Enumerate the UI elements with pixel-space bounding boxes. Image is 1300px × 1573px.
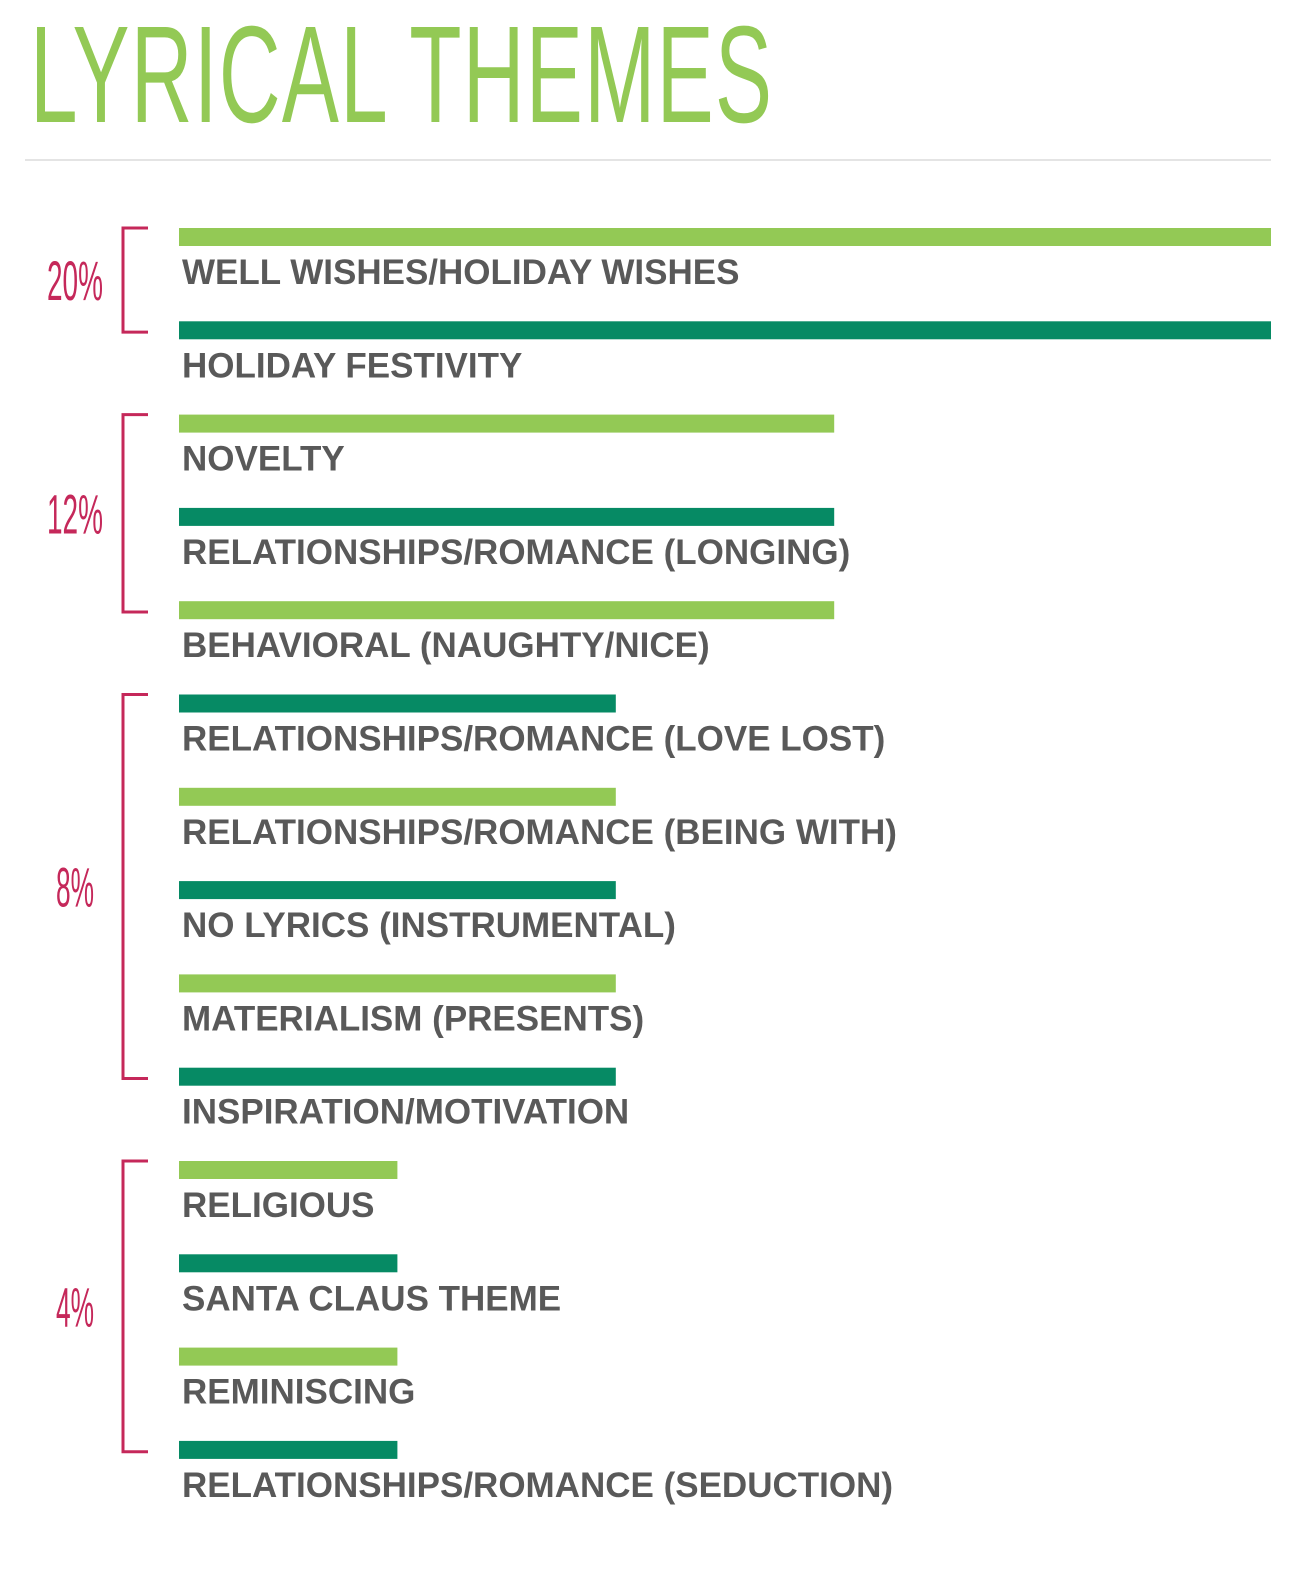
bar-inspiration-motivation [179,1067,616,1086]
bar-label-novelty: NOVELTY [182,440,345,479]
chart-title: LYRICAL THEMES [30,0,774,152]
bar-religious [179,1161,398,1179]
bar-holiday-festivity [179,321,1271,340]
bar-label-relationships-romance-seduction: RELATIONSHIPS/ROMANCE (SEDUCTION) [182,1466,893,1505]
bar-reminiscing [179,1347,398,1366]
bar-relationships-romance-being-with [179,787,616,806]
group-label-8: 8% [56,856,94,919]
bar-label-well-wishes-holiday-wishes: WELL WISHES/HOLIDAY WISHES [182,253,739,292]
bracket-12 [121,413,148,614]
bar-label-inspiration-motivation: INSPIRATION/MOTIVATION [182,1093,629,1132]
group-brackets: 20% 12% 8% 4% [47,226,148,1454]
bar-label-relationships-romance-longing: RELATIONSHIPS/ROMANCE (LONGING) [182,533,850,572]
bar-label-behavioral-naughty-nice: BEHAVIORAL (NAUGHTY/NICE) [182,626,710,665]
title-divider [25,159,1271,161]
bar-santa-claus-theme [179,1254,398,1273]
bar-behavioral-naughty-nice [179,601,835,620]
bracket-8 [121,693,148,1080]
bracket-20 [121,226,148,334]
bar-relationships-romance-seduction [179,1440,398,1459]
group-label-20: 20% [47,249,103,312]
bars [179,228,1271,1459]
bar-label-reminiscing: REMINISCING [182,1373,415,1412]
bar-label-santa-claus-theme: SANTA CLAUS THEME [182,1279,561,1318]
bar-relationships-romance-love-lost [179,694,616,713]
bar-label-religious: RELIGIOUS [182,1186,375,1225]
bar-novelty [179,414,835,433]
bar-label-relationships-romance-being-with: RELATIONSHIPS/ROMANCE (BEING WITH) [182,813,897,852]
group-label-12: 12% [47,482,103,545]
bar-no-lyrics-instrumental [179,881,616,900]
bar-relationships-romance-longing [179,507,835,526]
bar-well-wishes-holiday-wishes [179,228,1271,246]
group-label-4: 4% [56,1275,94,1338]
bar-label-holiday-festivity: HOLIDAY FESTIVITY [182,346,522,385]
bar-label-materialism-presents: MATERIALISM (PRESENTS) [182,999,644,1038]
bar-label-relationships-romance-love-lost: RELATIONSHIPS/ROMANCE (LOVE LOST) [182,720,885,759]
bar-label-no-lyrics-instrumental: NO LYRICS (INSTRUMENTAL) [182,906,676,945]
bracket-4 [121,1159,148,1454]
bar-labels: WELL WISHES/HOLIDAY WISHES HOLIDAY FESTIV… [182,253,897,1505]
bar-materialism-presents [179,974,616,993]
